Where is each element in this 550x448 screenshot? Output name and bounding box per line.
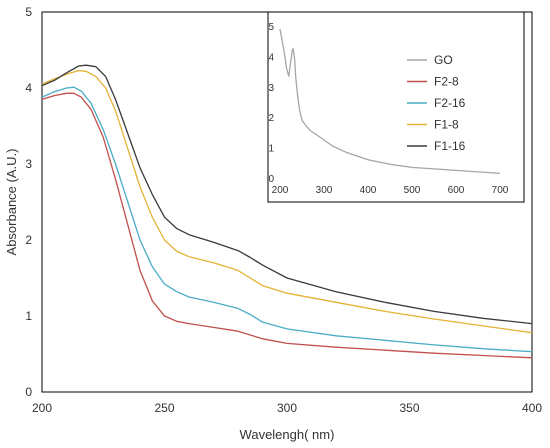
inset-chart: 200 300 400 500 600 700 0 1 2 3 4 5 GO F2-8 F2-16 F1-… — [267, 11, 525, 203]
inset-y-tick-label: 3 — [268, 83, 274, 94]
main-y-tick-label: 0 — [25, 385, 32, 399]
legend-label: GO — [434, 53, 453, 67]
main-x-tick-label: 350 — [399, 401, 419, 415]
inset-x-tick-label: 600 — [448, 185, 465, 196]
main-y-tick-label: 1 — [25, 309, 32, 323]
legend-item-go: GO — [407, 53, 453, 67]
inset-series-line-go — [279, 28, 501, 175]
inset-frame — [267, 11, 525, 203]
inset-x-tick-label: 500 — [404, 185, 421, 196]
main-series-line-f1-8 — [41, 69, 533, 334]
main-series-line-f1-16 — [41, 64, 533, 325]
inset-x-tick-labels: 200 300 400 500 600 700 — [272, 185, 509, 196]
legend-item-f2-8: F2-8 — [407, 75, 459, 89]
inset-y-tick-label: 1 — [268, 144, 274, 155]
x-axis-title: Wavelengh( nm) — [240, 427, 335, 442]
main-x-tick-label: 200 — [32, 401, 52, 415]
y-axis-title: Absorbance (A.U.) — [4, 149, 19, 256]
legend-label: F1-16 — [434, 139, 466, 153]
inset-background — [268, 12, 524, 202]
inset-y-tick-labels: 0 1 2 3 4 5 — [268, 22, 274, 185]
inset-y-tick-label: 0 — [268, 174, 274, 185]
legend-label: F1-8 — [434, 118, 459, 132]
inset-x-tick-label: 700 — [492, 185, 509, 196]
main-x-tick-label: 300 — [277, 401, 297, 415]
inset-x-tick-label: 200 — [272, 185, 289, 196]
inset-x-tick-label: 300 — [316, 185, 333, 196]
main-y-tick-label: 2 — [25, 233, 32, 247]
main-series-line-f2-16 — [41, 86, 533, 353]
main-y-tick-label: 3 — [25, 157, 32, 171]
main-x-tick-label: 400 — [522, 401, 542, 415]
main-x-tick-labels: 200 250 300 350 400 — [32, 401, 542, 415]
legend-item-f1-8: F1-8 — [407, 118, 459, 132]
inset-y-tick-label: 4 — [268, 52, 274, 63]
main-series-group — [41, 64, 533, 359]
main-y-tick-label: 4 — [25, 81, 32, 95]
legend-item-f2-16: F2-16 — [407, 96, 466, 110]
legend-item-f1-16: F1-16 — [407, 139, 466, 153]
main-series-line-f2-8 — [41, 92, 533, 359]
inset-series-group — [279, 28, 501, 175]
main-y-tick-label: 5 — [25, 5, 32, 19]
main-y-tick-labels: 0 1 2 3 4 5 — [25, 5, 32, 399]
legend-label: F2-8 — [434, 75, 459, 89]
inset-x-tick-label: 400 — [360, 185, 377, 196]
main-x-tick-label: 250 — [154, 401, 174, 415]
legend: GO F2-8 F2-16 F1-8 F1-16 — [407, 53, 466, 153]
legend-label: F2-16 — [434, 96, 466, 110]
inset-y-tick-label: 5 — [268, 22, 274, 33]
inset-y-tick-label: 2 — [268, 113, 274, 124]
